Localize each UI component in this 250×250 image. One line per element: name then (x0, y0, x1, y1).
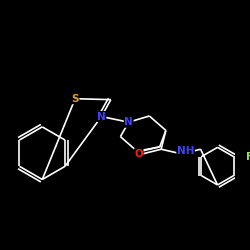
Text: S: S (72, 94, 79, 104)
Text: NH: NH (177, 146, 194, 156)
Text: N: N (97, 112, 106, 122)
Text: F: F (246, 152, 250, 162)
Text: N: N (124, 117, 133, 127)
Text: O: O (134, 149, 143, 159)
